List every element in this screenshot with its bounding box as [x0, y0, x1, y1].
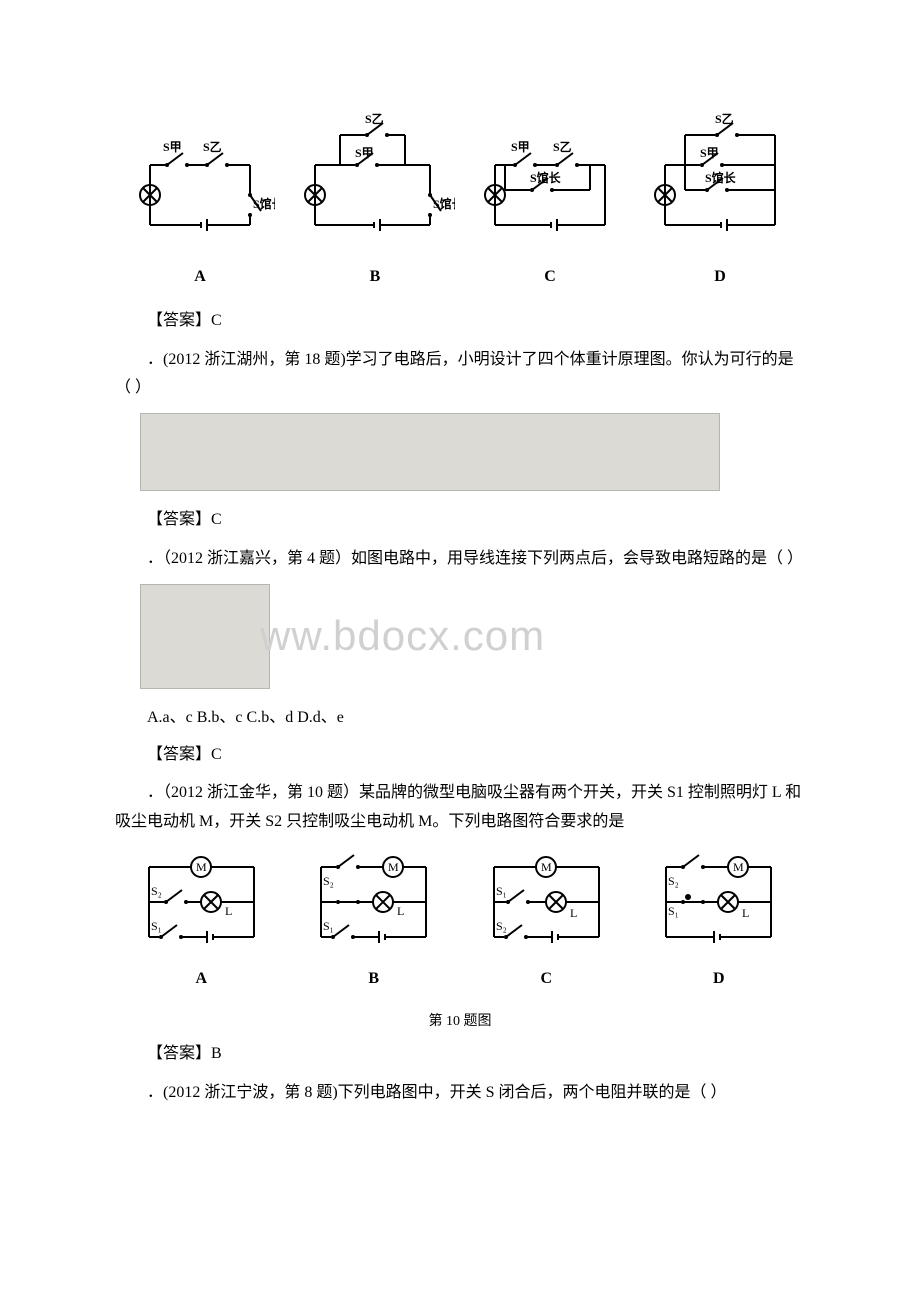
svg-text:M: M: [388, 860, 399, 874]
svg-text:S₁: S₁: [151, 919, 162, 933]
svg-text:S甲: S甲: [355, 146, 374, 160]
question-4: ．（2012 浙江金华，第 10 题）某品牌的微型电脑吸尘器有两个开关，开关 S…: [115, 779, 805, 837]
svg-text:S₂: S₂: [151, 884, 162, 898]
svg-text:S乙: S乙: [365, 112, 384, 126]
circuit-a: S甲 S乙 S馆长 A: [125, 125, 275, 292]
q4-caption: 第 10 题图: [115, 1009, 805, 1034]
svg-text:L: L: [742, 906, 749, 920]
q3-diagram: [140, 584, 270, 689]
svg-text:L: L: [225, 904, 232, 918]
svg-text:S乙: S乙: [203, 140, 222, 154]
svg-text:S₂: S₂: [323, 874, 334, 888]
q4-label-b: B: [368, 965, 379, 994]
answer-4: 【答案】B: [115, 1040, 805, 1069]
question-5: ．(2012 浙江宁波，第 8 题)下列电路图中，开关 S 闭合后，两个电阻并联…: [115, 1079, 805, 1108]
svg-text:S馆长: S馆长: [253, 196, 275, 211]
svg-text:S₂: S₂: [496, 919, 507, 933]
svg-text:S甲: S甲: [511, 140, 530, 154]
answer-2: 【答案】C: [115, 506, 805, 535]
svg-text:S馆长: S馆长: [530, 170, 562, 185]
svg-text:M: M: [733, 860, 744, 874]
svg-text:S₁: S₁: [323, 919, 334, 933]
q2-diagram: [140, 413, 720, 491]
figure-row-1: S甲 S乙 S馆长 A: [115, 110, 805, 292]
circuit-d: S甲 S乙 S馆长: [645, 110, 795, 292]
svg-text:S乙: S乙: [715, 112, 734, 126]
question-3: ．（2012 浙江嘉兴，第 4 题）如图电路中，用导线连接下列两点后，会导致电路…: [115, 545, 805, 574]
label-c: C: [544, 263, 556, 292]
q4-label-d: D: [713, 965, 725, 994]
answer-3: 【答案】C: [115, 741, 805, 770]
svg-text:S甲: S甲: [163, 140, 182, 154]
q4-label-c: C: [540, 965, 552, 994]
svg-text:L: L: [570, 906, 577, 920]
svg-text:S₁: S₁: [668, 904, 679, 918]
svg-text:M: M: [196, 860, 207, 874]
svg-text:S乙: S乙: [553, 140, 572, 154]
label-a: A: [194, 263, 206, 292]
svg-text:S甲: S甲: [700, 146, 719, 160]
q4-label-a: A: [195, 965, 207, 994]
q3-options: A.a、c B.b、c C.b、d D.d、e: [115, 704, 805, 733]
svg-text:M: M: [541, 860, 552, 874]
svg-text:S馆长: S馆长: [705, 170, 737, 185]
answer-1: 【答案】C: [115, 307, 805, 336]
label-d: D: [714, 263, 726, 292]
svg-text:S馆长: S馆长: [433, 196, 455, 211]
q4-circuit-c: M S₁ L: [474, 847, 619, 994]
q4-circuit-d: M S₂ S₁ L: [646, 847, 791, 994]
figure-row-2: [115, 413, 805, 491]
q4-circuit-b: M S₂ L: [301, 847, 446, 994]
circuit-b: S甲 S乙 S馆长: [295, 110, 455, 292]
circuit-c: S甲 S乙 S馆长: [475, 125, 625, 292]
question-2: ．(2012 浙江湖州，第 18 题)学习了电路后，小明设计了四个体重计原理图。…: [115, 346, 805, 404]
svg-text:S₁: S₁: [496, 884, 507, 898]
label-b: B: [370, 263, 381, 292]
figure-row-4: M S₂ L: [115, 847, 805, 994]
svg-text:L: L: [397, 904, 404, 918]
q4-circuit-a: M S₂ L: [129, 847, 274, 994]
svg-text:S₂: S₂: [668, 874, 679, 888]
figure-row-3: [115, 584, 805, 689]
